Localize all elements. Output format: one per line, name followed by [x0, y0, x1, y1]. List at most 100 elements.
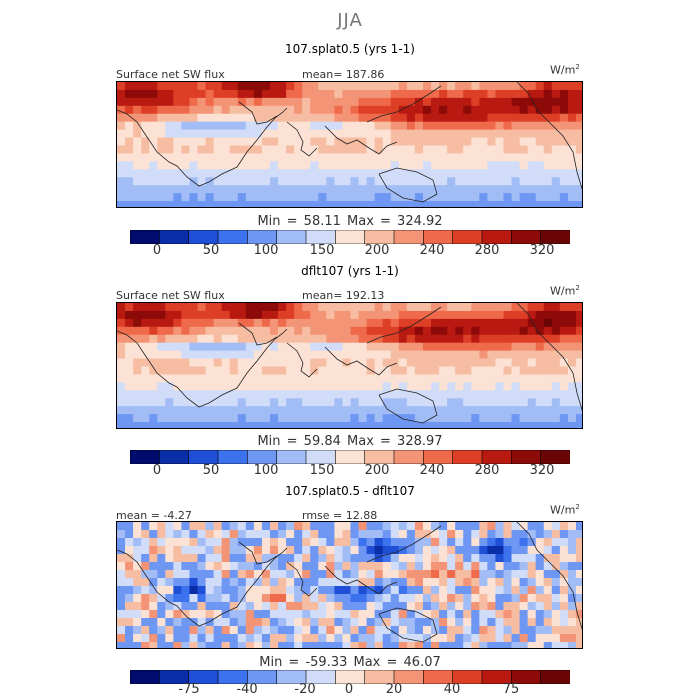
- heatmap-cell: [455, 97, 464, 107]
- heatmap-cell: [205, 406, 215, 415]
- heatmap-cell: [181, 618, 190, 627]
- heatmap-cell: [551, 121, 561, 131]
- heatmap-cell: [261, 586, 271, 595]
- heatmap-cell: [495, 414, 504, 423]
- heatmap-cell: [519, 610, 529, 619]
- heatmap-cell: [117, 414, 126, 423]
- heatmap-cell: [253, 406, 263, 415]
- heatmap-cell: [334, 105, 343, 115]
- heatmap-cell: [422, 169, 432, 178]
- heatmap-cell: [559, 382, 569, 391]
- heatmap-cell: [149, 618, 158, 627]
- heatmap-cell: [463, 634, 472, 643]
- heatmap-cell: [229, 185, 239, 194]
- heatmap-cell: [543, 326, 553, 336]
- heatmap-cell: [382, 390, 392, 399]
- heatmap-cell: [294, 185, 303, 194]
- heatmap-cell: [173, 610, 182, 619]
- heatmap-cell: [479, 303, 488, 312]
- heatmap-cell: [229, 390, 239, 399]
- colorbar-swatch: [481, 230, 513, 244]
- heatmap-cell: [302, 414, 311, 423]
- heatmap-cell: [535, 201, 545, 207]
- heatmap-cell: [447, 318, 456, 328]
- heatmap-cell: [117, 398, 126, 407]
- heatmap-cell: [471, 105, 480, 115]
- heatmap-cell: [519, 406, 529, 415]
- heatmap-cell: [559, 530, 569, 539]
- heatmap-cell: [551, 522, 561, 531]
- heatmap-cell: [358, 554, 368, 563]
- heatmap-cell: [431, 522, 440, 531]
- heatmap-cell: [414, 137, 424, 146]
- heatmap-cell: [245, 538, 255, 547]
- heatmap-cell: [358, 570, 368, 579]
- heatmap-cell: [350, 137, 360, 146]
- heatmap-cell: [278, 105, 287, 115]
- heatmap-cell: [221, 618, 231, 627]
- heatmap-cell: [286, 546, 295, 555]
- heatmap-cell: [414, 530, 424, 539]
- heatmap-cell: [575, 113, 582, 123]
- heatmap-cell: [398, 201, 408, 207]
- heatmap-cell: [133, 193, 142, 202]
- heatmap-cell: [471, 161, 480, 170]
- heatmap-cell: [302, 201, 311, 207]
- heatmap-cell: [406, 326, 416, 336]
- heatmap-cell: [213, 522, 223, 531]
- heatmap-cell: [318, 121, 327, 131]
- colorbar-swatch: [130, 450, 161, 464]
- heatmap-cell: [261, 578, 271, 587]
- heatmap-cell: [181, 129, 190, 139]
- heatmap-cell: [310, 578, 319, 587]
- heatmap-cell: [382, 193, 392, 202]
- heatmap-cell: [261, 406, 271, 415]
- heatmap-cell: [439, 129, 448, 139]
- heatmap-cell: [205, 334, 215, 344]
- heatmap-cell: [310, 161, 319, 170]
- heatmap-cell: [358, 303, 368, 312]
- heatmap-cell: [149, 303, 158, 312]
- heatmap-cell: [326, 113, 335, 123]
- heatmap-cell: [125, 334, 134, 344]
- heatmap-cell: [326, 578, 335, 587]
- heatmap-cell: [519, 546, 529, 555]
- heatmap-cell: [165, 422, 174, 428]
- heatmap-cell: [575, 82, 582, 91]
- heatmap-cell: [294, 578, 303, 587]
- heatmap-cell: [165, 398, 174, 407]
- heatmap-cell: [197, 374, 207, 383]
- heatmap-cell: [487, 530, 496, 539]
- heatmap-cell: [535, 310, 545, 320]
- heatmap-cell: [189, 414, 199, 423]
- heatmap-cell: [487, 310, 496, 320]
- heatmap-cell: [318, 161, 327, 170]
- heatmap-cell: [310, 201, 319, 207]
- heatmap-cell: [535, 334, 545, 344]
- heatmap-cell: [205, 390, 215, 399]
- coastline: [366, 525, 442, 563]
- heatmap-cell: [286, 89, 295, 99]
- heatmap-cell: [253, 303, 263, 312]
- heatmap-cell: [358, 594, 368, 603]
- colorbar-swatch: [305, 450, 337, 464]
- heatmap-cell: [205, 303, 215, 312]
- colorbar-swatch: [217, 450, 249, 464]
- heatmap-cell: [286, 153, 295, 162]
- heatmap-cell: [245, 390, 255, 399]
- heatmap-cell: [551, 169, 561, 178]
- heatmap-cell: [221, 578, 231, 587]
- heatmap-cell: [559, 113, 569, 123]
- heatmap-cell: [503, 89, 513, 99]
- heatmap-cell: [278, 161, 287, 170]
- heatmap-cell: [133, 89, 142, 99]
- heatmap-cell: [269, 634, 279, 643]
- heatmap-cell: [181, 89, 190, 99]
- heatmap-cell: [543, 113, 553, 123]
- heatmap-cell: [455, 169, 464, 178]
- heatmap-cell: [141, 554, 150, 563]
- heatmap-cell: [519, 129, 529, 139]
- heatmap-cell: [366, 594, 376, 603]
- heatmap-cell: [567, 318, 577, 328]
- heatmap-cell: [173, 201, 182, 207]
